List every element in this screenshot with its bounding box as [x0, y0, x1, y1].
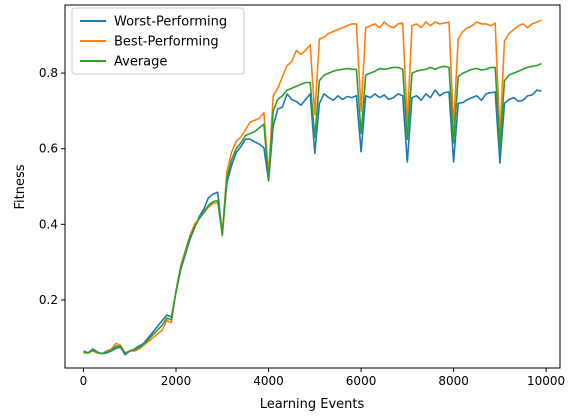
legend-label-3: Average	[114, 55, 167, 70]
y-tick-label: 0.4	[39, 217, 58, 231]
x-axis-label: Learning Events	[260, 397, 365, 412]
y-axis-ticks: 0.2 0.4 0.6 0.8	[39, 66, 65, 307]
y-tick-label: 0.6	[39, 142, 58, 156]
x-tick-label: 4000	[253, 374, 284, 388]
y-tick-label: 0.2	[39, 293, 58, 307]
plot-frame	[64, 4, 561, 369]
legend-label-1: Worst-Performing	[114, 15, 227, 30]
series-line-1	[83, 89, 542, 356]
legend-label-2: Best-Performing	[114, 35, 219, 50]
y-tick-label: 0.8	[39, 66, 58, 80]
legend-box	[71, 7, 245, 75]
legend: Worst-Performing Best-Performing Average	[71, 7, 245, 75]
x-tick-label: 0	[80, 374, 88, 388]
x-tick-label: 2000	[161, 374, 192, 388]
x-tick-label: 6000	[346, 374, 377, 388]
y-axis-label: Fitness	[13, 164, 28, 209]
series-line-2	[83, 19, 542, 355]
x-axis-ticks: 0 2000 4000 6000 8000 10000	[80, 368, 565, 388]
x-tick-label: 10000	[527, 374, 565, 388]
x-tick-label: 8000	[438, 374, 469, 388]
series-line-3	[83, 62, 542, 355]
series-layer	[83, 19, 542, 356]
